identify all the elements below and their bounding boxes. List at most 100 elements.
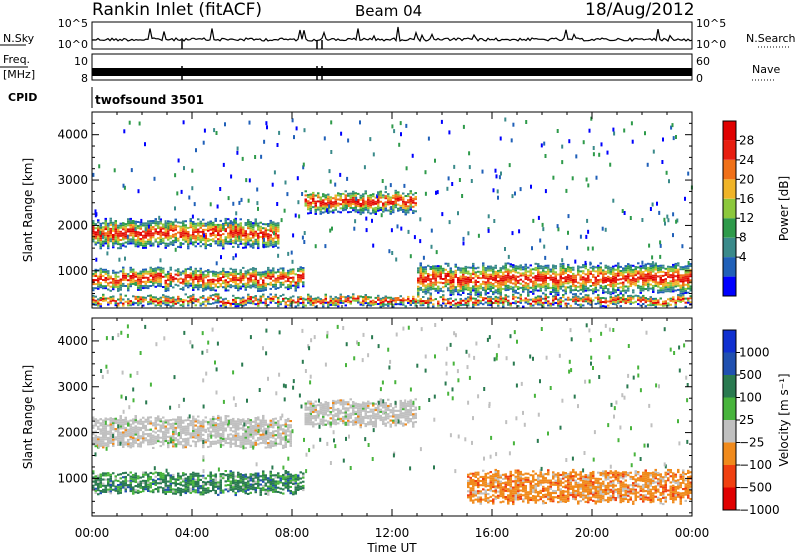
power-echo-cell	[202, 243, 205, 246]
power-echo-cell	[502, 299, 505, 302]
power-echo-cell	[657, 299, 660, 302]
power-echo-cell	[269, 281, 272, 284]
power-scatter-cell	[180, 189, 183, 194]
power-echo-cell	[107, 232, 110, 235]
power-echo-cell	[267, 235, 270, 238]
power-echo-cell	[487, 302, 490, 305]
power-echo-cell	[379, 299, 382, 302]
power-echo-cell	[149, 294, 152, 297]
power-echo-cell	[497, 288, 500, 291]
power-echo-cell	[474, 297, 477, 300]
velocity-echo-cell	[144, 484, 147, 487]
velocity-echo-cell	[99, 492, 102, 495]
velocity-echo-cell	[234, 485, 237, 488]
velocity-echo-cell	[214, 483, 217, 486]
power-echo-cell	[494, 289, 497, 292]
power-echo-cell	[494, 295, 497, 298]
power-echo-cell	[119, 232, 122, 235]
power-echo-cell	[392, 299, 395, 302]
power-echo-cell	[449, 285, 452, 288]
power-echo-cell	[567, 278, 570, 281]
power-echo-cell	[174, 224, 177, 227]
power-echo-cell	[669, 297, 672, 300]
power-echo-cell	[104, 299, 107, 302]
power-echo-cell	[149, 300, 152, 303]
power-echo-cell	[569, 275, 572, 278]
power-echo-cell	[529, 290, 532, 293]
velocity-echo-cell	[134, 478, 137, 481]
power-echo-cell	[599, 278, 602, 281]
power-echo-cell	[429, 274, 432, 277]
power-echo-cell	[542, 286, 545, 289]
power-echo-cell	[139, 289, 142, 291]
power-echo-cell	[132, 232, 135, 235]
power-echo-cell	[299, 274, 302, 277]
power-echo-cell	[214, 228, 217, 231]
power-echo-cell	[99, 271, 102, 274]
power-echo-cell	[632, 275, 635, 277]
power-echo-cell	[547, 264, 550, 267]
power-echo-cell	[592, 267, 595, 270]
power-echo-cell	[99, 224, 102, 227]
power-echo-cell	[392, 305, 395, 308]
power-scatter-cell	[92, 172, 95, 177]
power-echo-cell	[487, 273, 490, 276]
power-echo-cell	[189, 218, 192, 220]
power-echo-cell	[547, 272, 550, 275]
power-echo-cell	[299, 266, 302, 269]
power-echo-cell	[122, 266, 125, 269]
power-echo-cell	[439, 273, 442, 276]
power-echo-cell	[629, 285, 632, 287]
power-echo-cell	[222, 280, 225, 283]
power-echo-cell	[144, 236, 147, 239]
power-echo-cell	[577, 271, 580, 274]
power-echo-cell	[552, 297, 555, 300]
power-echo-cell	[94, 268, 97, 271]
power-echo-cell	[139, 278, 142, 281]
power-echo-cell	[109, 227, 112, 230]
velocity-echo-cell	[257, 472, 260, 475]
power-echo-cell	[489, 265, 492, 268]
velocity-echo-cell	[224, 480, 227, 483]
power-echo-cell	[319, 298, 322, 301]
power-echo-cell	[604, 264, 607, 267]
power-echo-cell	[667, 288, 670, 291]
velocity-echo-cell	[279, 477, 282, 480]
power-echo-cell	[522, 286, 525, 289]
velocity-echo-cell	[149, 478, 152, 481]
power-echo-cell	[407, 302, 410, 304]
power-echo-cell	[364, 206, 367, 209]
power-echo-cell	[197, 222, 200, 225]
power-echo-cell	[412, 197, 415, 200]
power-scatter-cell	[493, 219, 496, 223]
power-echo-cell	[132, 240, 135, 243]
velocity-echo-cell	[162, 472, 165, 475]
power-echo-cell	[212, 302, 215, 305]
power-scatter-cell	[236, 150, 239, 155]
power-echo-cell	[459, 275, 462, 278]
power-scatter-cell	[144, 142, 146, 147]
power-echo-cell	[384, 205, 387, 208]
power-echo-cell	[142, 242, 145, 245]
power-scatter-cell	[436, 190, 439, 195]
power-echo-cell	[227, 289, 230, 292]
power-echo-cell	[504, 296, 507, 299]
power-scatter-cell	[511, 194, 514, 199]
power-echo-cell	[117, 228, 120, 231]
velocity-echo-cell	[284, 482, 287, 485]
power-echo-cell	[514, 275, 517, 278]
power-echo-cell	[147, 276, 150, 279]
velocity-echo-cell	[289, 477, 292, 480]
power-echo-cell	[232, 303, 235, 305]
power-echo-cell	[207, 298, 210, 301]
power-echo-cell	[104, 279, 107, 282]
power-scatter-cell	[395, 257, 398, 262]
velocity-echo-cell	[102, 478, 105, 481]
power-echo-cell	[587, 298, 590, 301]
power-echo-cell	[609, 281, 612, 284]
power-echo-cell	[542, 273, 545, 276]
power-echo-cell	[632, 277, 635, 280]
power-echo-cell	[367, 205, 370, 208]
power-echo-cell	[204, 247, 207, 250]
power-echo-cell	[517, 267, 520, 270]
